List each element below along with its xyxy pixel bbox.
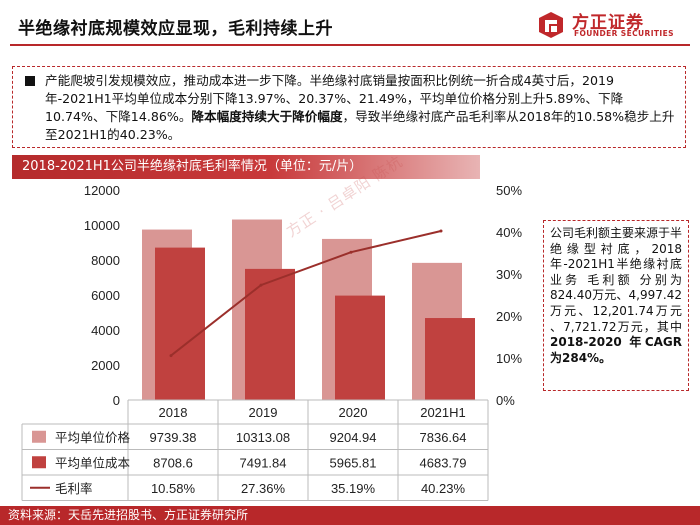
y-right-tick-label: 50% — [496, 183, 522, 198]
y-right-tick-label: 30% — [496, 267, 522, 282]
note-emphasis: 2018-2020 年CAGR为284%。 — [550, 335, 682, 365]
brand-name-en: FOUNDER SECURITIES — [574, 29, 674, 38]
data-label: 7836.64 — [420, 430, 467, 445]
margin-point — [349, 250, 353, 254]
legend-label: 平均单位价格 — [55, 430, 131, 445]
bullet-square-icon — [25, 76, 35, 86]
data-label: 5965.81 — [330, 455, 377, 470]
data-label: 35.19% — [331, 481, 376, 496]
bar-cost — [425, 318, 475, 400]
legend-label: 毛利率 — [55, 481, 93, 496]
x-tick-label: 2021H1 — [420, 405, 466, 420]
data-label: 9204.94 — [330, 430, 377, 445]
combo-chart: 0 2000 4000 6000 8000 10000 12000 0% 10% 20% 30% 40… — [21, 183, 522, 501]
page-title: 半绝缘衬底规模效应显现，毛利持续上升 — [18, 19, 333, 39]
data-label: 4683.79 — [420, 455, 467, 470]
y-left-tick-label: 6000 — [91, 288, 120, 303]
y-left-tick-label: 8000 — [91, 253, 120, 268]
x-tick-label: 2018 — [159, 405, 188, 420]
bar-cost — [335, 295, 385, 400]
margin-point — [169, 354, 173, 358]
margin-point — [439, 229, 443, 233]
legend-swatch-price — [32, 430, 46, 443]
brand-logo: 方正证券 FOUNDER SECURITIES — [536, 8, 686, 42]
x-tick-label: 2020 — [339, 405, 368, 420]
data-label: 7491.84 — [240, 455, 287, 470]
chart-header: 2018-2021H1公司半绝缘衬底毛利率情况（单位：元/片） — [12, 155, 480, 179]
y-right-tick-label: 10% — [496, 351, 522, 366]
brand-name-cn: 方正证券 — [572, 13, 644, 33]
data-label: 8708.6 — [153, 455, 193, 470]
data-label: 27.36% — [241, 481, 286, 496]
note-text: 公司毛利额主要来源于半绝缘型衬底，2018年-2021H1半绝缘衬底 业务 毛利… — [550, 226, 683, 334]
y-right-tick-label: 20% — [496, 309, 522, 324]
y-right-tick-label: 0% — [496, 393, 515, 408]
y-left-tick-label: 12000 — [84, 183, 120, 198]
bar-cost — [155, 247, 205, 400]
legend-swatch-cost — [32, 456, 46, 469]
x-tick-label: 2019 — [249, 405, 278, 420]
summary-box: 产能爬坡引发规模效应，推动成本进一步下降。半绝缘衬底销量按面积比例统一折合成4英… — [12, 66, 686, 148]
y-left-tick-label: 2000 — [91, 358, 120, 373]
summary-text: 产能爬坡引发规模效应，推动成本进一步下降。半绝缘衬底销量按面积比例统一折合成4英… — [45, 73, 624, 124]
source-footer: 资料来源：天岳先进招股书、方正证券研究所 — [0, 506, 700, 525]
y-left-tick-label: 0 — [113, 393, 120, 408]
y-left-tick-label: 4000 — [91, 323, 120, 338]
data-label: 9739.38 — [150, 430, 197, 445]
title-divider — [10, 44, 690, 46]
y-right-tick-label: 40% — [496, 225, 522, 240]
data-label: 10.58% — [151, 481, 196, 496]
founder-logo-icon — [539, 12, 563, 38]
bar-cost — [245, 268, 295, 400]
y-left-tick-label: 10000 — [84, 218, 120, 233]
summary-text-tail: ，导致半绝缘衬底产品毛利率从2018年的10.58%稳步上升至2021H1的40… — [45, 109, 675, 142]
legend-label: 平均单位成本 — [55, 455, 131, 470]
note-box: 公司毛利额主要来源于半绝缘型衬底，2018年-2021H1半绝缘衬底 业务 毛利… — [543, 220, 689, 391]
summary-emphasis: 降本幅度持续大于降价幅度 — [191, 109, 343, 124]
data-label: 40.23% — [421, 481, 466, 496]
line-gross-margin — [170, 230, 442, 357]
data-label: 10313.08 — [236, 430, 290, 445]
margin-point — [259, 283, 263, 287]
